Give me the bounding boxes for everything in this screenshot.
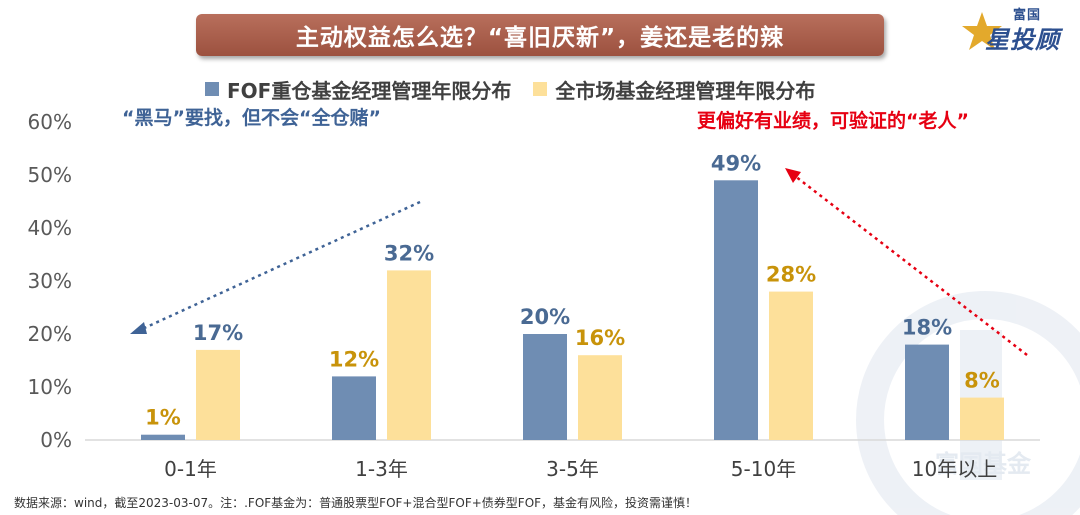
y-tick-label: 0% xyxy=(40,428,72,452)
data-label-2-2: 32% xyxy=(384,241,434,265)
annotation-right: 更偏好有业绩，可验证的“老人” xyxy=(697,110,969,132)
data-label-1-2: 12% xyxy=(329,347,379,371)
data-label-1-3: 20% xyxy=(520,305,570,329)
legend-label-series1: FOF重仓基金经理管理年限分布 xyxy=(227,78,512,103)
bar-1-5 xyxy=(905,344,949,440)
data-label-1-1: 1% xyxy=(145,406,181,430)
legend-swatch-series2 xyxy=(533,82,548,96)
legend-item-series1: FOF重仓基金经理管理年限分布 xyxy=(205,75,511,104)
y-tick-label: 20% xyxy=(28,322,72,346)
x-tick-label: 5-10年 xyxy=(731,457,796,481)
y-tick-label: 50% xyxy=(28,163,72,187)
data-label-1-4: 49% xyxy=(711,151,761,175)
bar-1-2 xyxy=(332,376,376,440)
x-tick-label: 3-5年 xyxy=(546,457,599,481)
x-tick-label: 1-3年 xyxy=(355,457,408,481)
annotation-left: “黑马”要找，但不会“全仓赌” xyxy=(122,107,381,129)
bar-2-3 xyxy=(578,355,622,440)
data-label-2-5: 8% xyxy=(964,369,1000,393)
y-tick-label: 10% xyxy=(28,375,72,399)
y-tick-label: 60% xyxy=(28,110,72,134)
legend-item-series2: 全市场基金经理管理年限分布 xyxy=(533,75,815,104)
y-tick-label: 40% xyxy=(28,216,72,240)
trend-arrow-left-head xyxy=(130,322,147,334)
data-label-2-3: 16% xyxy=(575,326,625,350)
bar-2-2 xyxy=(387,270,431,440)
logo-top-text: 富国 xyxy=(1013,8,1042,23)
data-label-2-1: 17% xyxy=(193,321,243,345)
logo-main-text: 星投顾 xyxy=(985,26,1060,54)
chart-legend: FOF重仓基金经理管理年限分布 全市场基金经理管理年限分布 xyxy=(205,74,829,104)
x-tick-label: 0-1年 xyxy=(164,457,217,481)
bar-1-4 xyxy=(714,180,758,441)
y-axis: 0% 10% 20% 30% 40% 50% 60% xyxy=(28,110,72,452)
x-tick-label: 10年以上 xyxy=(912,457,997,481)
bar-1-1 xyxy=(141,434,185,440)
footer-note: 数据来源：wind，截至2023-03-07。注：.FOF基金为：普通股票型FO… xyxy=(14,496,698,510)
legend-label-series2: 全市场基金经理管理年限分布 xyxy=(555,78,816,103)
data-label-2-4: 28% xyxy=(766,263,816,287)
bar-2-1 xyxy=(196,349,240,440)
bar-2-5 xyxy=(960,397,1004,440)
trend-arrow-right-head xyxy=(785,168,801,183)
trend-arrow-left xyxy=(139,200,421,332)
bars-group: 1% 17% 12% 32% 20%16% 49% 28% 18% 8% xyxy=(141,151,1004,441)
bar-2-4 xyxy=(769,291,813,440)
legend-swatch-series1 xyxy=(205,82,219,96)
watermark-text: 富国基金 xyxy=(935,450,1032,478)
chart-title-banner: 主动权益怎么选？“喜旧厌新”，姜还是老的辣 xyxy=(196,14,884,56)
y-tick-label: 30% xyxy=(28,269,72,293)
star-logo-icon xyxy=(962,12,1002,50)
x-axis: 0-1年 1-3年 3-5年 5-10年 10年以上 xyxy=(164,457,997,481)
data-label-1-5: 18% xyxy=(902,316,952,340)
logo xyxy=(960,4,1070,54)
bar-1-3 xyxy=(523,334,567,440)
